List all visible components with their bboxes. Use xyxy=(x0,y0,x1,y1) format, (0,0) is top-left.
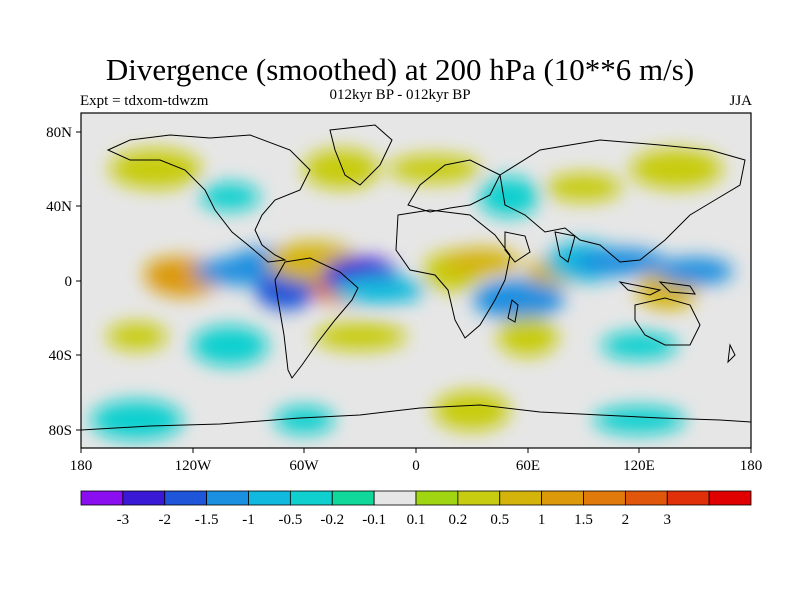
divergence-blob xyxy=(497,316,558,357)
divergence-blob xyxy=(479,176,540,217)
divergence-blob xyxy=(601,331,678,360)
lon-label-60e: 60E xyxy=(516,458,540,474)
lon-label-180w: 180 xyxy=(70,458,93,474)
lon-label-60w: 60W xyxy=(289,458,319,474)
experiment-label: Expt = tdxom-tdwzm xyxy=(80,93,209,109)
divergence-blob xyxy=(388,154,481,183)
season-label: JJA xyxy=(729,93,752,109)
colorbar-label: 0.2 xyxy=(449,512,468,528)
colorbar-swatch xyxy=(624,490,668,506)
divergence-blob xyxy=(303,148,380,189)
lat-label-80n: 80N xyxy=(46,125,72,141)
divergence-blob xyxy=(593,406,686,435)
colorbar-swatch xyxy=(80,490,124,506)
lon-label-120w: 120W xyxy=(175,458,213,474)
lon-label-120e: 120E xyxy=(623,458,655,474)
colorbar-swatch xyxy=(122,490,166,506)
colorbar-swatch xyxy=(289,490,333,506)
lat-label-80s: 80S xyxy=(49,423,72,439)
colorbar-swatch xyxy=(206,490,249,506)
lat-ticks: 80N 40N 0 40S 80S xyxy=(46,125,81,439)
divergence-blob xyxy=(106,322,167,351)
divergence-field xyxy=(90,148,734,441)
colorbar-label: 0.5 xyxy=(490,512,509,528)
colorbar xyxy=(80,490,752,506)
map-title: Divergence (smoothed) at 200 hPa (10**6 … xyxy=(105,52,695,87)
colorbar-swatch xyxy=(583,490,626,506)
colorbar-label: -0.5 xyxy=(279,512,303,528)
colorbar-label: 1 xyxy=(538,512,546,528)
colorbar-swatch xyxy=(708,490,752,506)
lon-label-0: 0 xyxy=(412,458,420,474)
divergence-blob xyxy=(332,275,425,304)
lat-label-0: 0 xyxy=(65,274,73,290)
divergence-blob xyxy=(472,279,565,320)
colorbar-label: 1.5 xyxy=(574,512,593,528)
divergence-blob xyxy=(199,182,260,211)
colorbar-swatch xyxy=(164,490,208,506)
map-subtitle: 012kyr BP - 012kyr BP xyxy=(329,87,471,103)
lat-label-40n: 40N xyxy=(46,199,72,215)
coastlines xyxy=(81,124,751,431)
lon-ticks: 180 120W 60W 0 60E 120E 180 xyxy=(70,448,763,474)
divergence-blob xyxy=(657,257,734,286)
colorbar-swatch xyxy=(541,490,584,506)
colorbar-label: -0.2 xyxy=(320,512,344,528)
colorbar-labels: -3 -2 -1.5 -1 -0.5 -0.2 -0.1 0.1 0.2 0.5 1 1.5 2 3 xyxy=(117,512,671,528)
colorbar-swatch xyxy=(666,490,710,506)
colorbar-label: -0.1 xyxy=(362,512,386,528)
colorbar-label: 2 xyxy=(622,512,630,528)
divergence-blob xyxy=(109,148,202,189)
colorbar-label: -2 xyxy=(159,512,172,528)
colorbar-swatch xyxy=(248,490,291,506)
divergence-blob xyxy=(433,390,510,431)
divergence-blob xyxy=(191,325,268,366)
colorbar-swatch xyxy=(415,490,459,506)
divergence-blob xyxy=(274,406,335,435)
divergence-blob xyxy=(545,173,622,202)
colorbar-label: -3 xyxy=(117,512,130,528)
lon-label-180e: 180 xyxy=(740,458,763,474)
colorbar-swatch xyxy=(331,490,375,506)
divergence-blob xyxy=(90,400,183,441)
divergence-blob xyxy=(443,247,520,276)
colorbar-label: -1.5 xyxy=(195,512,219,528)
lat-label-40s: 40S xyxy=(49,348,72,364)
colorbar-swatch xyxy=(499,490,543,506)
colorbar-label: 0.1 xyxy=(407,512,426,528)
colorbar-label: 3 xyxy=(664,512,672,528)
colorbar-swatch xyxy=(457,490,501,506)
colorbar-label: -1 xyxy=(242,512,255,528)
divergence-blob xyxy=(314,322,407,351)
divergence-blobs xyxy=(90,148,734,441)
colorbar-swatch xyxy=(373,490,417,506)
divergence-blob xyxy=(630,148,723,189)
